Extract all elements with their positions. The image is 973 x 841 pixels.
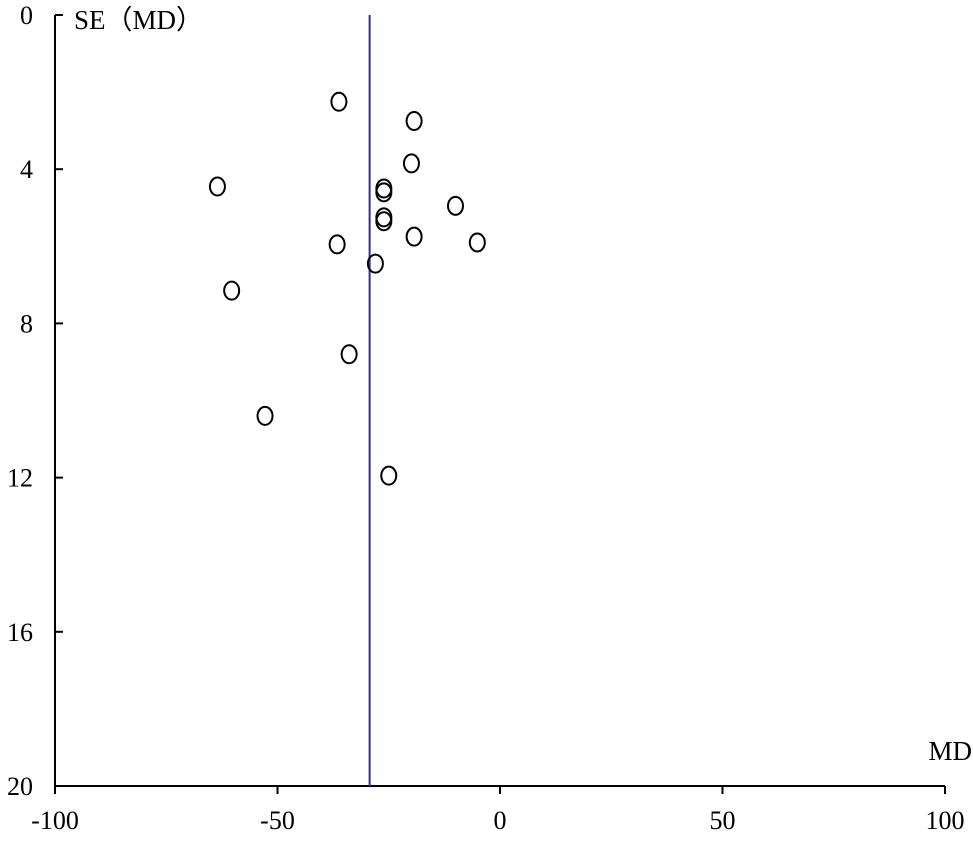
- y-axis: 0 4 8 12 16 20: [7, 1, 63, 801]
- x-tick-label: -50: [260, 806, 295, 835]
- x-tick-label: -100: [31, 806, 79, 835]
- y-axis-title: SE（MD）: [74, 5, 203, 35]
- data-point: [375, 207, 393, 228]
- data-point: [223, 280, 241, 301]
- x-axis-title: MD: [928, 736, 972, 766]
- data-point: [375, 178, 393, 199]
- data-point: [375, 182, 393, 203]
- data-point: [375, 211, 393, 232]
- x-axis: -100 -50 0 50 100: [31, 785, 965, 835]
- y-tick-label: 16: [7, 618, 33, 647]
- data-point: [340, 344, 358, 365]
- data-point: [405, 111, 423, 132]
- data-point: [380, 465, 398, 486]
- data-point: [330, 91, 348, 112]
- y-tick-label: 20: [7, 772, 33, 801]
- data-point: [447, 195, 464, 216]
- x-tick-label: 0: [494, 806, 507, 835]
- y-tick-label: 8: [20, 309, 33, 338]
- data-point: [402, 153, 420, 174]
- data-point: [366, 253, 384, 274]
- x-tick-label: 50: [710, 806, 736, 835]
- study-points: [208, 91, 486, 486]
- data-point: [468, 232, 486, 253]
- data-point: [208, 176, 226, 197]
- x-tick-label: 100: [926, 806, 965, 835]
- data-point: [256, 405, 274, 426]
- data-point: [405, 226, 423, 247]
- y-tick-label: 12: [7, 464, 33, 493]
- data-point: [328, 234, 346, 255]
- y-tick-label: 4: [20, 155, 33, 184]
- y-tick-label: 0: [20, 1, 33, 30]
